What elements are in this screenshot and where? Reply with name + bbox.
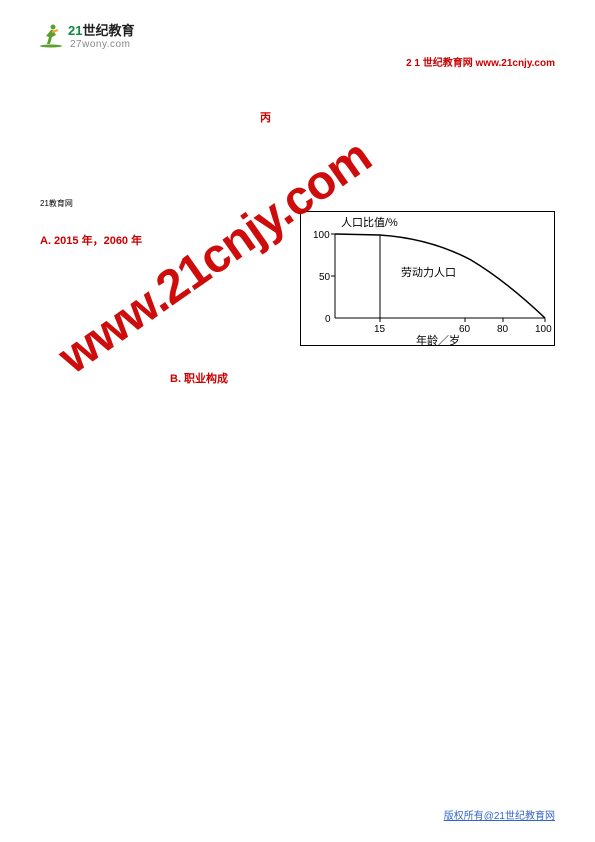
- population-age-chart: 人口比值/% 100 50 0 15 60 80 100 年龄／岁 劳动力人: [300, 211, 555, 346]
- answer-8-b: B. 职业构成: [170, 373, 228, 385]
- answer-7-a: A. 2015 年，2060 年: [40, 233, 280, 250]
- chart-x-label: 年龄／岁: [416, 333, 460, 347]
- chart-y-label: 人口比值/%: [341, 216, 398, 229]
- logo-running-man-icon: [38, 22, 64, 48]
- footer-copyright[interactable]: 版权所有@21世纪教育网: [444, 807, 555, 822]
- ytick-0: 0: [325, 314, 331, 325]
- logo-21: 21: [68, 23, 82, 38]
- header-source-line: 2 1 世纪教育网 www.21cnjy.com: [406, 54, 555, 69]
- logo-suffix: 世纪教育: [82, 23, 134, 38]
- small-note-21edu: 21教育网: [40, 198, 555, 209]
- xtick-100: 100: [535, 324, 552, 335]
- site-logo: 21世纪教育 27wony.com: [38, 20, 134, 50]
- answer-8-line: B. 职业构成: [40, 371, 555, 388]
- question-7-block: A. 2015 年，2060 年 人口比值/% 100 50 0 15 60 8…: [40, 211, 555, 351]
- answer-highlight-1: 丙: [260, 112, 271, 124]
- xtick-60: 60: [459, 324, 471, 335]
- chart-annotation: 劳动力人口: [401, 266, 456, 279]
- ytick-50: 50: [319, 272, 331, 283]
- xtick-80: 80: [497, 324, 509, 335]
- body-line-2: 丙: [40, 110, 555, 127]
- ytick-100: 100: [313, 230, 330, 241]
- logo-text: 21世纪教育 27wony.com: [68, 20, 134, 50]
- question-7-left: A. 2015 年，2060 年: [40, 211, 280, 250]
- page-content: 丙 21教育网 A. 2015 年，2060 年 人口比值/% 100 50 0: [40, 70, 555, 663]
- xtick-15: 15: [374, 324, 386, 335]
- logo-domain: 27wony.com: [70, 39, 134, 50]
